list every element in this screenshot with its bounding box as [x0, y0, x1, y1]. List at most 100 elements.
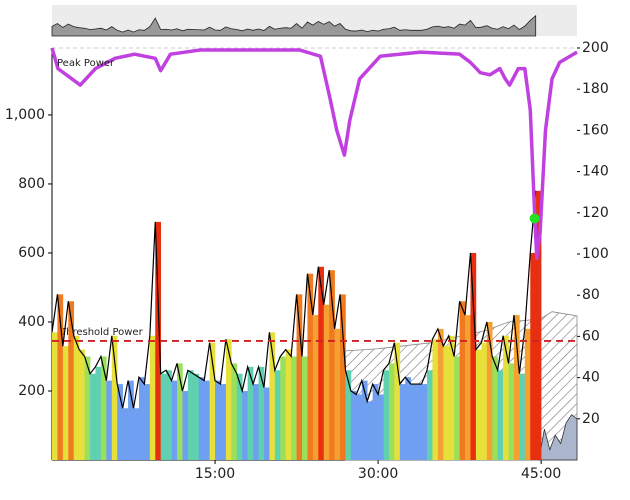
power-bar: [503, 335, 509, 460]
area: [538, 414, 578, 461]
power-bar: [416, 384, 422, 460]
power-bar: [312, 315, 319, 460]
power-bar: [492, 356, 498, 460]
power-bar: [242, 390, 248, 460]
power-bar: [519, 373, 526, 460]
power-bar: [372, 384, 379, 460]
y-tick-label: 200: [18, 383, 45, 399]
power-bar: [280, 356, 286, 460]
power-bar: [90, 373, 96, 460]
power-bar: [171, 380, 178, 460]
power-bar: [399, 384, 406, 460]
threshold-label: Threshold Power: [59, 327, 144, 338]
power-bar: [432, 339, 439, 460]
power-bar: [497, 370, 504, 460]
power-bar: [247, 366, 254, 460]
y2-tick-label: 100: [582, 246, 609, 262]
power-bar: [356, 394, 363, 460]
power-bar: [481, 342, 488, 460]
power-bar: [329, 270, 335, 460]
power-bar: [378, 394, 384, 460]
power-bar: [318, 266, 325, 460]
power-bar: [340, 294, 346, 460]
power-bar: [524, 328, 531, 460]
power-bar: [225, 339, 232, 460]
power-bar: [68, 301, 75, 460]
power-bar: [302, 356, 308, 460]
power-bar: [144, 384, 151, 460]
x-tick-label: 30:00: [358, 466, 398, 482]
power-bar: [155, 221, 161, 460]
power-bar: [52, 332, 58, 460]
power-bar: [215, 380, 221, 460]
power-bar: [367, 401, 373, 460]
power-bar: [345, 370, 352, 460]
power-bar: [394, 342, 401, 460]
power-bar: [475, 349, 482, 460]
power-bar: [530, 252, 536, 460]
power-bar: [437, 328, 444, 460]
overview-area: [51, 14, 537, 37]
y2-tick-label: 140: [582, 164, 609, 180]
power-bar: [166, 370, 172, 460]
power-bar: [160, 373, 167, 460]
power-bar: [253, 384, 259, 460]
power-bar: [263, 387, 270, 460]
power-bar: [323, 304, 330, 460]
power-line: [51, 190, 537, 409]
power-bar: [465, 315, 471, 460]
power-bar: [117, 384, 123, 460]
power-bar: [405, 377, 411, 460]
power-bar: [448, 335, 455, 460]
power-bar: [73, 335, 80, 460]
power-bar: [182, 390, 189, 460]
power-bar: [106, 380, 113, 460]
power-bar: [84, 356, 91, 460]
y2-tick-label: 40: [582, 370, 600, 386]
power-bar: [204, 380, 210, 460]
power-bar: [57, 294, 64, 460]
power-bar: [285, 349, 292, 460]
y-tick-label: 400: [18, 314, 45, 330]
power-bar: [535, 190, 542, 460]
x-tick-label: 45:00: [521, 466, 561, 482]
power-bar: [459, 301, 466, 460]
power-bar: [486, 321, 493, 460]
y2-tick-label: 80: [582, 287, 600, 303]
power-bar: [236, 373, 243, 460]
power-bar: [133, 408, 140, 460]
peak-power-line: [50, 47, 578, 260]
power-bar: [334, 328, 341, 460]
power-bar: [193, 373, 200, 460]
y-tick-label: 1,000: [5, 107, 45, 123]
power-bar: [350, 390, 357, 460]
power-bar: [443, 346, 450, 460]
power-bar: [296, 294, 303, 460]
power-bar: [220, 384, 227, 460]
power-bar: [421, 384, 428, 460]
power-bar: [258, 366, 265, 460]
power-bar: [177, 363, 183, 460]
power-bar: [361, 380, 368, 460]
y-tick-label: 800: [18, 176, 45, 192]
power-bar: [209, 342, 216, 460]
y2-tick-label: 160: [582, 122, 609, 138]
power-bar: [62, 346, 69, 460]
power-bar: [198, 377, 205, 460]
power-bar: [95, 366, 102, 460]
power-bar: [513, 315, 520, 460]
power-bar: [128, 380, 134, 460]
power-bar: [100, 356, 107, 460]
power-bar: [508, 363, 515, 460]
power-bar: [122, 408, 129, 460]
y2-tick-label: 180: [582, 81, 609, 97]
power-bar: [187, 370, 194, 460]
y2-tick-label: 200: [582, 40, 609, 56]
power-bar: [470, 252, 477, 460]
power-bar: [454, 356, 460, 460]
power-bar: [231, 363, 238, 460]
y-tick-label: 600: [18, 245, 45, 261]
x-tick-label: 15:00: [195, 466, 235, 482]
power-bar: [149, 335, 156, 460]
